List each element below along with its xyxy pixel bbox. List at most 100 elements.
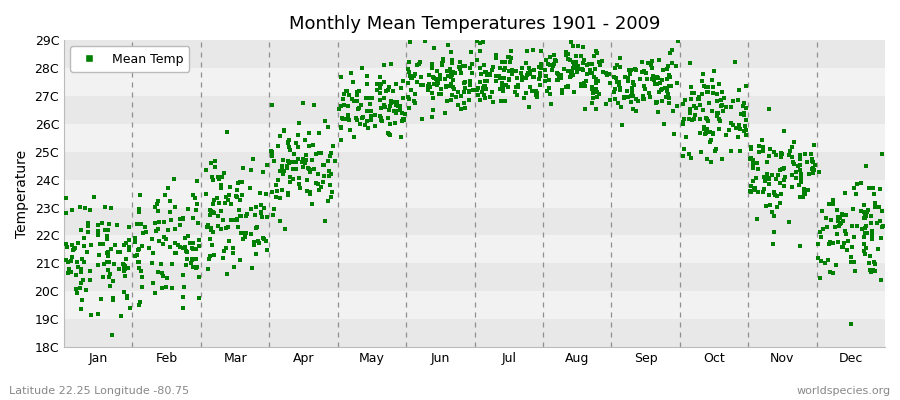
Point (864, 232, 878, 238)
Point (762, 176, 777, 182)
Point (68, 246, 82, 252)
Point (254, 210, 268, 216)
Point (662, 74, 677, 81)
Point (623, 71, 637, 78)
Point (811, 241, 825, 248)
Point (429, 76, 444, 82)
Point (653, 80, 668, 86)
Point (724, 148, 738, 154)
Point (669, 62, 683, 69)
Point (822, 201, 836, 207)
Point (435, 60, 449, 67)
Point (477, 92, 491, 98)
Bar (64, 291, 885, 319)
Point (570, 66, 584, 72)
Point (316, 162, 330, 168)
Point (335, 115, 349, 121)
Point (484, 67, 499, 74)
Point (296, 164, 310, 170)
Point (340, 116, 355, 122)
Point (383, 103, 398, 109)
Point (861, 260, 876, 266)
Point (226, 244, 240, 251)
Point (670, 80, 684, 86)
Point (654, 86, 669, 93)
Point (76, 235, 91, 242)
Point (167, 250, 182, 256)
Point (307, 102, 321, 108)
Point (334, 103, 348, 109)
Point (387, 120, 401, 126)
Point (500, 84, 515, 90)
Point (301, 165, 315, 172)
Point (814, 208, 829, 214)
Point (230, 224, 245, 230)
Point (710, 113, 724, 119)
Point (845, 223, 859, 229)
Point (168, 226, 183, 232)
Point (281, 140, 295, 146)
Point (750, 216, 764, 222)
Point (847, 234, 861, 240)
Point (547, 56, 562, 63)
Point (838, 228, 852, 235)
Point (736, 103, 751, 110)
Point (265, 148, 279, 154)
Point (691, 96, 706, 102)
Point (547, 61, 562, 68)
Point (384, 100, 399, 106)
Point (220, 224, 235, 230)
Point (81, 223, 95, 230)
Point (580, 77, 594, 84)
Point (457, 85, 472, 91)
Point (547, 52, 562, 58)
Point (648, 80, 662, 87)
Point (248, 204, 263, 211)
Point (446, 57, 460, 63)
Point (66, 246, 80, 253)
Point (83, 207, 97, 213)
Point (427, 45, 441, 52)
Point (860, 209, 875, 215)
Point (367, 112, 382, 119)
Point (92, 252, 106, 259)
Point (508, 84, 523, 91)
Point (517, 95, 531, 101)
Point (703, 128, 717, 135)
Point (291, 144, 305, 150)
Point (590, 86, 604, 92)
Point (683, 60, 698, 66)
Point (533, 72, 547, 79)
Point (661, 90, 675, 97)
Point (495, 84, 509, 90)
Point (430, 79, 445, 86)
Point (246, 155, 260, 162)
Point (832, 222, 847, 229)
Point (875, 224, 889, 230)
Point (134, 274, 148, 280)
Point (624, 67, 638, 73)
Point (350, 98, 365, 104)
Point (83, 276, 97, 283)
Point (608, 74, 623, 81)
Point (429, 80, 444, 86)
Point (165, 217, 179, 224)
Point (475, 39, 490, 46)
Point (873, 186, 887, 192)
Point (628, 67, 643, 73)
Point (350, 89, 365, 95)
Point (192, 273, 206, 280)
Point (796, 186, 811, 192)
Point (482, 71, 497, 78)
Point (770, 193, 784, 200)
Point (465, 70, 480, 76)
Point (154, 261, 168, 268)
Point (785, 154, 799, 160)
Point (75, 256, 89, 262)
Point (61, 266, 76, 273)
Point (233, 256, 248, 263)
Point (298, 160, 312, 166)
Point (466, 87, 481, 94)
Point (590, 89, 604, 95)
Point (256, 235, 271, 241)
